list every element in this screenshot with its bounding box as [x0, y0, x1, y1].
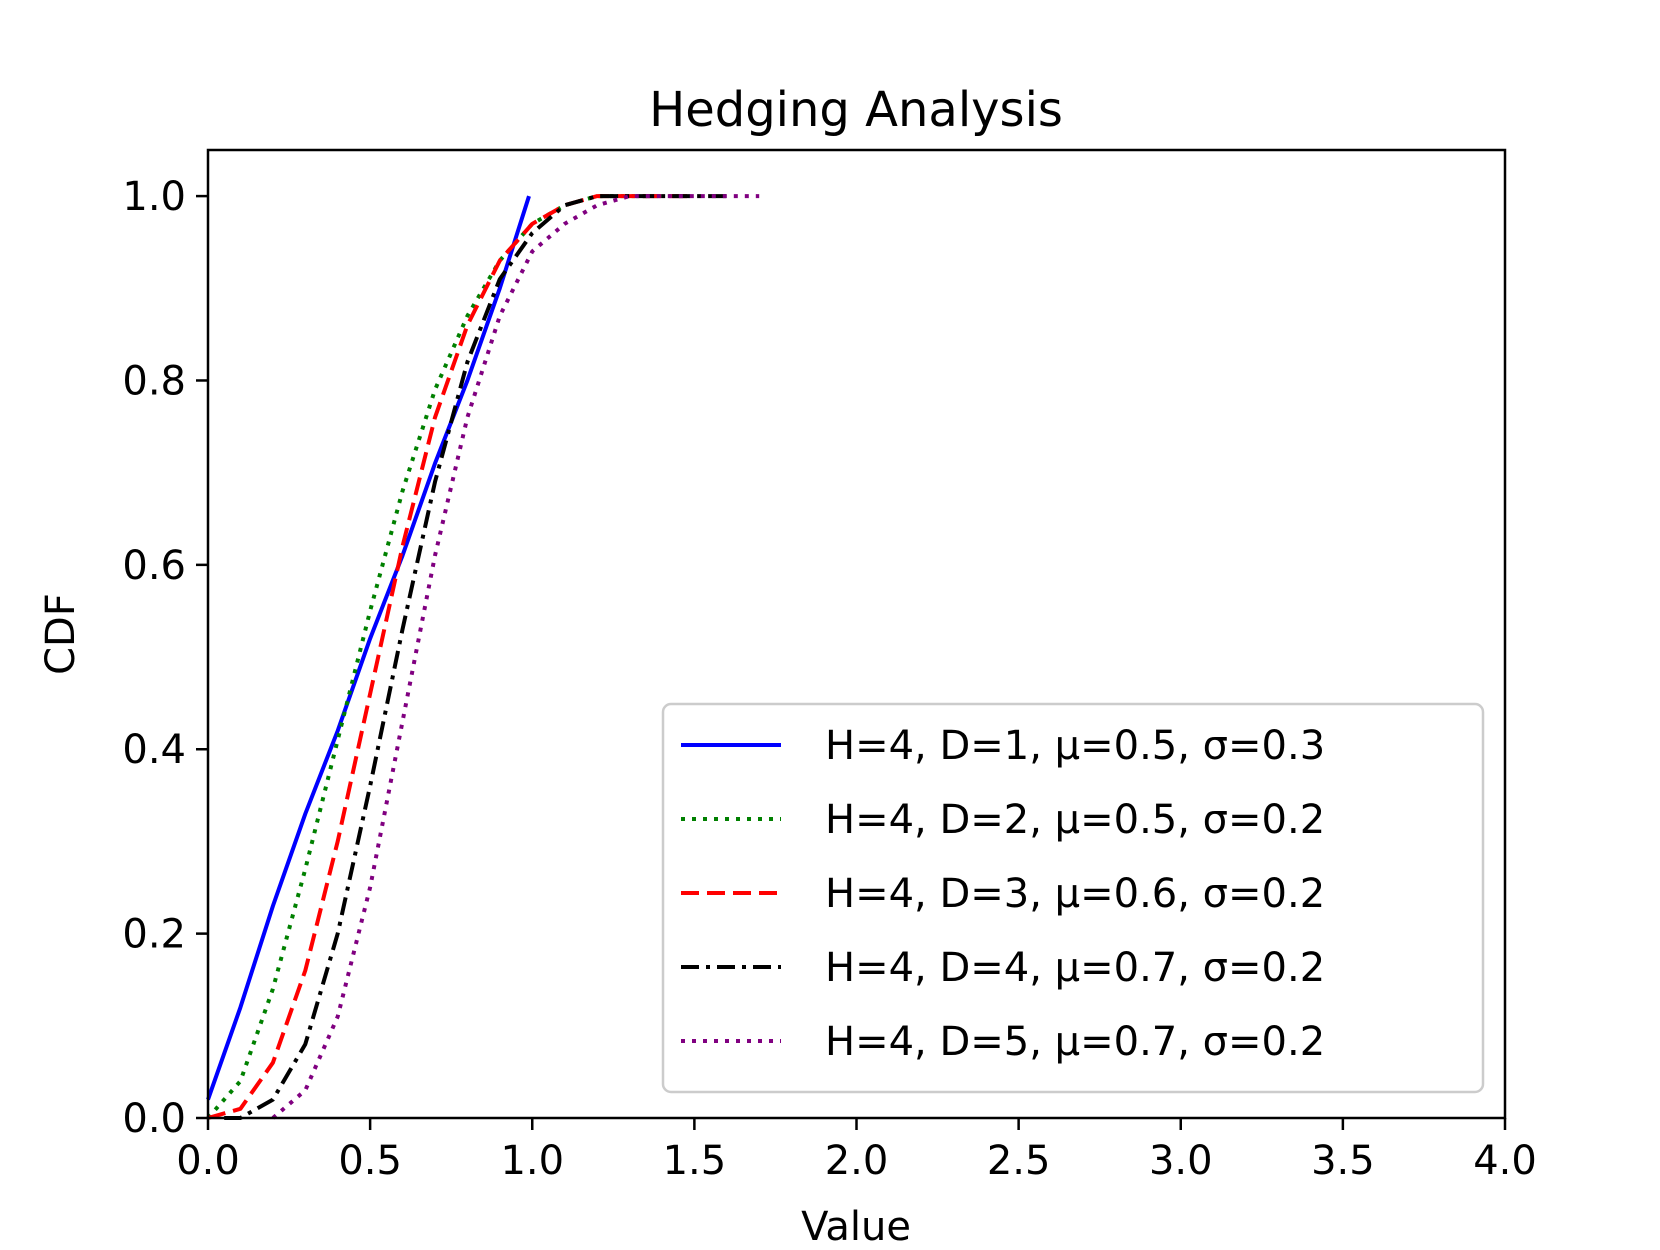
series-layer [206, 194, 760, 1120]
x-tick-label: 0.0 [176, 1138, 240, 1184]
x-tick-label: 0.5 [338, 1138, 402, 1184]
y-axis-title: CDF [38, 593, 84, 675]
x-tick-label: 2.5 [987, 1138, 1051, 1184]
y-tick-label: 0.2 [122, 912, 186, 958]
x-tick-label: 1.5 [663, 1138, 727, 1184]
legend-label-1: H=4, D=1, μ=0.5, σ=0.3 [825, 723, 1325, 769]
series-line-4 [224, 194, 727, 1120]
x-tick-label: 3.0 [1149, 1138, 1213, 1184]
legend-label-2: H=4, D=2, μ=0.5, σ=0.2 [825, 797, 1325, 843]
chart-title: Hedging Analysis [649, 82, 1063, 138]
legend-box [661, 702, 1485, 1094]
y-axis: 0.0 0.2 0.4 0.6 0.8 1.0 [122, 174, 208, 1142]
x-axis-title: Value [801, 1204, 911, 1245]
legend-label-4: H=4, D=4, μ=0.7, σ=0.2 [825, 945, 1325, 991]
y-tick-label: 0.4 [122, 727, 186, 773]
x-axis: 0.0 0.5 1.0 1.5 2.0 2.5 3.0 3.5 4.0 [176, 1118, 1537, 1184]
series-line-2 [206, 194, 662, 1120]
x-tick-label: 1.0 [500, 1138, 564, 1184]
x-tick-label: 4.0 [1473, 1138, 1537, 1184]
series-line-1 [206, 195, 531, 1101]
x-tick-label: 2.0 [825, 1138, 889, 1184]
y-tick-label: 1.0 [122, 174, 186, 220]
y-tick-label: 0.6 [122, 543, 186, 589]
series-line-5 [271, 194, 760, 1120]
y-tick-label: 0.0 [122, 1096, 186, 1142]
legend-label-3: H=4, D=3, μ=0.6, σ=0.2 [825, 871, 1325, 917]
legend-label-5: H=4, D=5, μ=0.7, σ=0.2 [825, 1019, 1325, 1065]
y-tick-label: 0.8 [122, 358, 186, 404]
legend: H=4, D=1, μ=0.5, σ=0.3 H=4, D=2, μ=0.5, σ… [661, 702, 1485, 1094]
series-line-3 [207, 194, 695, 1120]
x-tick-label: 3.5 [1311, 1138, 1375, 1184]
